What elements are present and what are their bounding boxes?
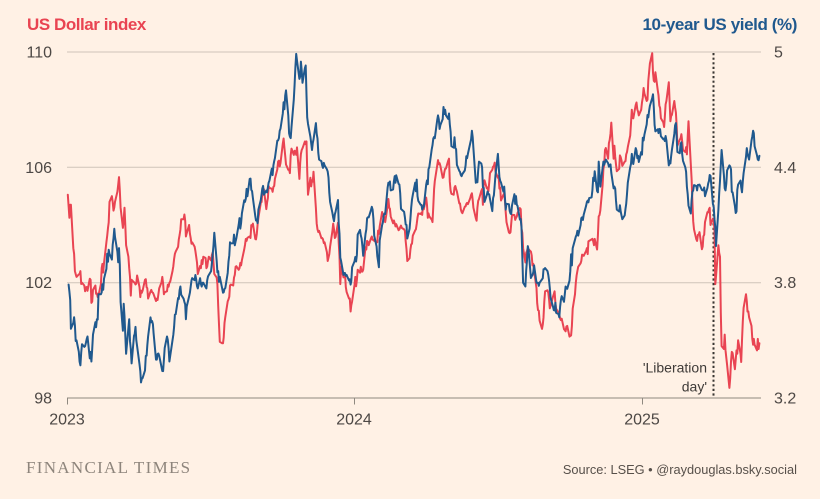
svg-text:2024: 2024 (336, 412, 372, 429)
svg-text:106: 106 (25, 160, 52, 177)
svg-text:day': day' (682, 379, 707, 395)
svg-text:102: 102 (25, 275, 52, 292)
svg-text:FINANCIAL TIMES: FINANCIAL TIMES (26, 458, 191, 477)
svg-text:98: 98 (34, 391, 52, 408)
svg-text:3.2: 3.2 (774, 391, 796, 408)
svg-text:Source: LSEG • @raydouglas.bsk: Source: LSEG • @raydouglas.bsky.social (563, 462, 797, 477)
svg-text:110: 110 (26, 45, 52, 62)
svg-text:2025: 2025 (624, 412, 660, 429)
svg-text:2023: 2023 (49, 412, 85, 429)
svg-text:'Liberation: 'Liberation (643, 360, 707, 376)
svg-text:3.8: 3.8 (774, 275, 796, 292)
svg-text:10-year US yield (%): 10-year US yield (%) (642, 15, 797, 34)
svg-text:US Dollar index: US Dollar index (27, 15, 147, 34)
svg-text:5: 5 (774, 45, 783, 62)
svg-text:4.4: 4.4 (774, 160, 796, 177)
